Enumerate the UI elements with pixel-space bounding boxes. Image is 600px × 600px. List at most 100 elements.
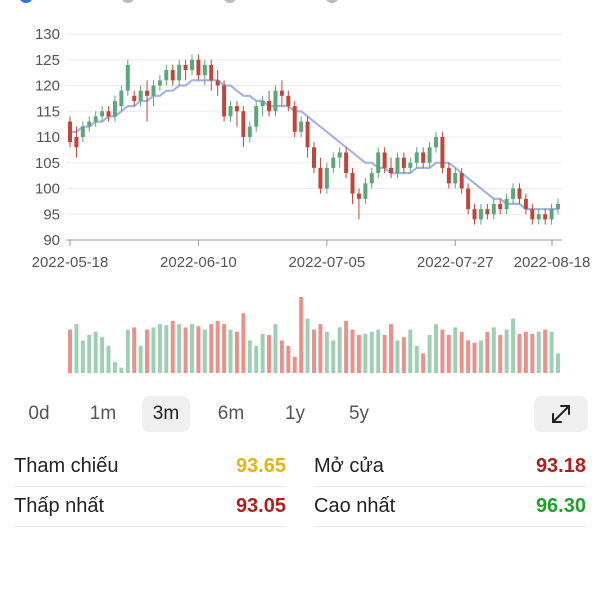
volume-bar — [498, 335, 503, 373]
range-tab-3m[interactable]: 3m — [142, 396, 190, 432]
candle — [337, 152, 342, 158]
candle — [234, 106, 239, 112]
volume-bar — [511, 318, 516, 373]
volume-bar — [485, 331, 490, 373]
range-tab-5y[interactable]: 5y — [348, 403, 370, 424]
range-tab-0d[interactable]: 0d — [28, 403, 50, 424]
volume-bar — [112, 362, 117, 373]
volume-bar — [119, 367, 124, 373]
expand-icon — [552, 405, 570, 423]
candle — [511, 188, 516, 199]
stat-high-value: 96.30 — [535, 495, 586, 517]
volume-bar — [196, 326, 201, 373]
candle — [177, 64, 182, 81]
stat-high: Cao nhất 96.30 — [314, 486, 586, 527]
candle — [363, 183, 368, 199]
candle — [491, 203, 496, 215]
volume-bar — [247, 340, 252, 373]
candle — [138, 90, 143, 101]
candle — [305, 121, 310, 148]
volume-bar — [523, 331, 528, 373]
candle — [331, 157, 336, 168]
candle — [318, 167, 323, 189]
volume-bar — [350, 329, 355, 373]
x-tick-label: 2022-07-27 — [417, 254, 494, 271]
candle — [80, 126, 85, 137]
y-tick-label: 130 — [35, 26, 60, 43]
candle — [286, 95, 291, 107]
candle — [478, 209, 483, 220]
x-tick-label: 2022-08-18 — [514, 254, 591, 271]
candle — [254, 106, 259, 127]
volume-bar — [254, 345, 259, 373]
candle — [299, 121, 304, 132]
candle — [350, 173, 355, 194]
volume-bar — [305, 318, 310, 373]
candle — [536, 214, 541, 220]
candle — [279, 90, 284, 96]
volume-bar — [87, 335, 92, 373]
stat-open: Mở cửa 93.18 — [314, 446, 586, 487]
candle — [408, 162, 413, 168]
candle — [145, 90, 150, 96]
candle — [106, 111, 111, 117]
volume-bar — [132, 327, 137, 373]
stat-reference-value: 93.65 — [235, 455, 286, 477]
volume-bar — [292, 356, 297, 373]
range-tab-1m[interactable]: 1m — [89, 403, 117, 424]
candle — [170, 70, 175, 81]
candle — [389, 167, 394, 174]
stat-open-value: 93.18 — [535, 455, 586, 477]
candle — [68, 121, 72, 143]
candle — [157, 80, 162, 86]
candle — [453, 173, 458, 184]
candle — [434, 137, 438, 148]
x-tick-label: 2022-07-05 — [288, 254, 365, 271]
candle — [356, 193, 361, 199]
volume-bar — [183, 327, 188, 373]
expand-button[interactable] — [534, 396, 588, 432]
stat-low-label: Thấp nhất — [14, 495, 105, 517]
legend-dots — [20, 0, 338, 3]
volume-bar — [382, 335, 387, 373]
candle — [164, 70, 169, 81]
volume-bar — [68, 329, 72, 373]
volume-bar — [164, 325, 169, 373]
stat-reference: Tham chiếu 93.65 — [14, 446, 286, 487]
volume-bar — [543, 329, 548, 373]
y-tick-label: 90 — [43, 232, 60, 249]
volume-bar — [344, 320, 349, 373]
volume-bar — [446, 335, 451, 373]
candle — [472, 209, 477, 220]
range-tab-6m[interactable]: 6m — [217, 403, 245, 424]
volume-bar — [318, 324, 323, 373]
volume-bar — [421, 353, 426, 373]
volume-bar — [228, 329, 233, 373]
candle — [196, 59, 201, 76]
volume-bar — [517, 333, 522, 373]
candle — [93, 116, 98, 122]
volume-bar — [286, 345, 291, 373]
y-tick-label: 115 — [36, 103, 60, 120]
candle — [132, 95, 137, 101]
range-tab-1y[interactable]: 1y — [284, 403, 306, 424]
candle — [312, 147, 316, 168]
candle — [504, 198, 509, 210]
y-tick-label: 120 — [35, 78, 60, 95]
price-chart[interactable]: 90 95 100 105 110 115 120 125 130 2022-05-18 2022-… — [0, 18, 600, 378]
volume-bar — [74, 324, 79, 373]
volume-bar — [401, 337, 406, 373]
candle — [556, 203, 560, 210]
candle — [498, 203, 503, 210]
volume-bar — [234, 331, 239, 373]
volume-bar — [369, 331, 374, 373]
volume-bar — [93, 331, 98, 373]
candle — [190, 59, 194, 71]
candle — [215, 80, 220, 86]
candle — [228, 106, 233, 117]
candle — [369, 173, 374, 184]
volume-bar — [215, 320, 220, 373]
volume-bar — [337, 327, 342, 373]
volume-bar — [549, 331, 554, 373]
range-selector: 0d 1m 3m 6m 1y 5y — [12, 396, 588, 432]
